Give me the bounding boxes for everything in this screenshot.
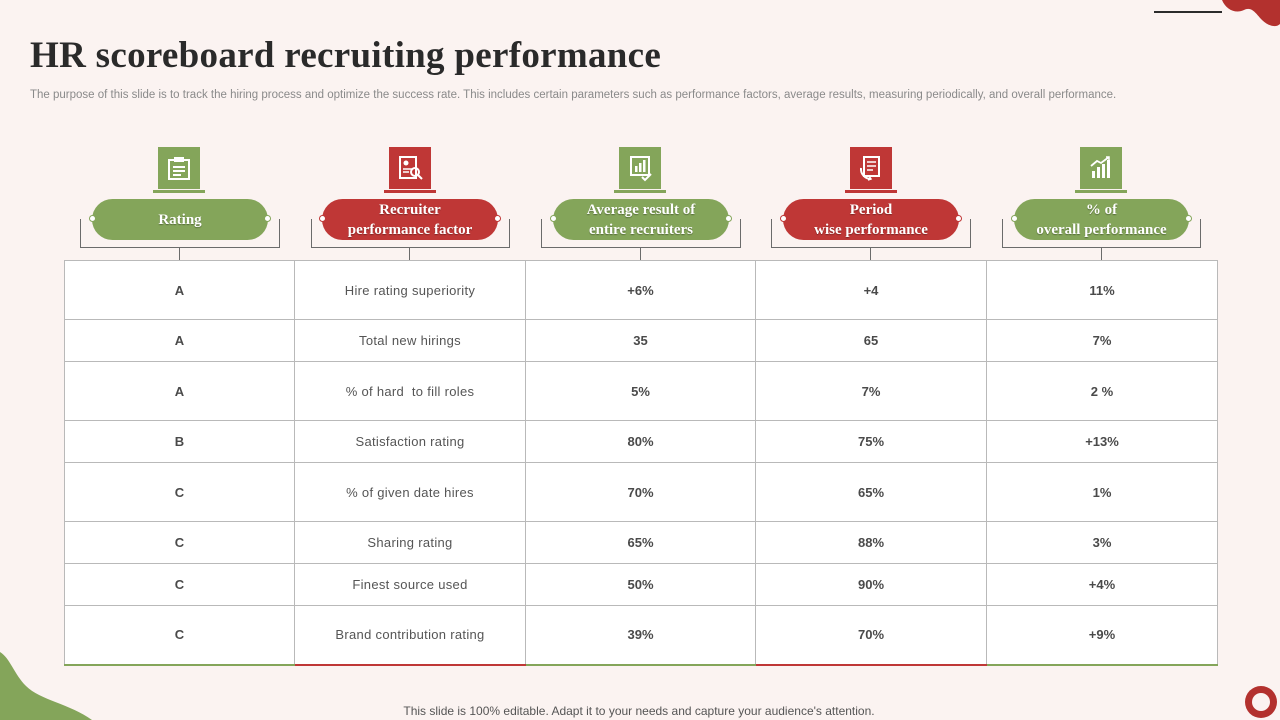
table-row: A Total new hirings 35 65 7% <box>64 319 1218 362</box>
connector-dot <box>89 215 96 222</box>
period-performance-cell: 75% <box>755 420 987 463</box>
corner-blob-top-right <box>1222 0 1280 27</box>
period-performance-cell: 65 <box>755 319 987 362</box>
average-result-cell: 39% <box>525 605 756 666</box>
period-performance-cell: 65% <box>755 462 987 522</box>
period-performance-cell: 7% <box>755 361 987 421</box>
overall-performance-cell: 3% <box>986 521 1218 564</box>
average-result-cell: 50% <box>525 563 756 606</box>
connector-dot <box>319 215 326 222</box>
header-average-result: Average result of entire recruiters <box>550 199 732 240</box>
header-connector <box>640 248 641 260</box>
overall-performance-cell: 7% <box>986 319 1218 362</box>
connector-dot <box>494 215 501 222</box>
header-rating: Rating <box>89 199 271 240</box>
rating-cell: B <box>64 420 295 463</box>
factor-cell: Finest source used <box>294 563 526 606</box>
header-overall-performance: % of overall performance <box>1011 199 1192 240</box>
header-connector <box>1101 248 1102 260</box>
rating-cell: C <box>64 521 295 564</box>
rating-cell: C <box>64 563 295 606</box>
factor-cell: Sharing rating <box>294 521 526 564</box>
table-row: A % of hard to fill roles 5% 7% 2 % <box>64 361 1218 421</box>
icon-underline <box>384 190 436 193</box>
factor-cell: Brand contribution rating <box>294 605 526 666</box>
footer-note: This slide is 100% editable. Adapt it to… <box>403 704 875 718</box>
average-result-cell: 5% <box>525 361 756 421</box>
table-row: C Finest source used 50% 90% +4% <box>64 563 1218 606</box>
connector-dot <box>550 215 557 222</box>
overall-performance-cell: +4% <box>986 563 1218 606</box>
header-label: Rating <box>158 211 202 228</box>
factor-cell: Total new hirings <box>294 319 526 362</box>
factor-cell: Satisfaction rating <box>294 420 526 463</box>
presentation-chart-icon <box>619 147 661 189</box>
page-subtitle: The purpose of this slide is to track th… <box>30 89 1117 101</box>
icon-underline <box>845 190 897 193</box>
header-label: % of overall performance <box>1036 201 1167 238</box>
connector-dot <box>725 215 732 222</box>
factor-cell: % of given date hires <box>294 462 526 522</box>
connector-dot <box>1011 215 1018 222</box>
header-bracket <box>311 219 510 248</box>
rating-cell: C <box>64 462 295 522</box>
scoreboard-table: A Hire rating superiority +6% +4 11% A T… <box>64 260 1218 666</box>
average-result-cell: 65% <box>525 521 756 564</box>
table-row: B Satisfaction rating 80% 75% +13% <box>64 420 1218 463</box>
page-title: HR scoreboard recruiting performance <box>30 35 662 76</box>
header-connector <box>179 248 180 260</box>
ring-icon <box>1245 686 1277 718</box>
average-result-cell: 70% <box>525 462 756 522</box>
table-row: C Sharing rating 65% 88% 3% <box>64 521 1218 564</box>
icon-underline <box>614 190 666 193</box>
factor-cell: % of hard to fill roles <box>294 361 526 421</box>
document-refresh-icon <box>850 147 892 189</box>
header-label: Recruiter performance factor <box>347 201 473 238</box>
header-label: Average result of entire recruiters <box>586 201 696 238</box>
table-row: A Hire rating superiority +6% +4 11% <box>64 260 1218 320</box>
header-label: Period wise performance <box>814 201 928 238</box>
period-performance-cell: 90% <box>755 563 987 606</box>
header-connector <box>870 248 871 260</box>
table-row: C % of given date hires 70% 65% 1% <box>64 462 1218 522</box>
header-period-wise-performance: Period wise performance <box>780 199 962 240</box>
overall-performance-cell: 11% <box>986 260 1218 320</box>
header-recruiter-performance-factor: Recruiter performance factor <box>319 199 501 240</box>
header-bracket <box>541 219 741 248</box>
average-result-cell: +6% <box>525 260 756 320</box>
header-connector <box>409 248 410 260</box>
corner-blob-bottom-left <box>0 652 92 720</box>
overall-performance-cell: +9% <box>986 605 1218 666</box>
overall-performance-cell: 2 % <box>986 361 1218 421</box>
header-bracket <box>80 219 280 248</box>
period-performance-cell: 70% <box>755 605 987 666</box>
period-performance-cell: 88% <box>755 521 987 564</box>
icon-underline <box>1075 190 1127 193</box>
table-row: C Brand contribution rating 39% 70% +9% <box>64 605 1218 666</box>
overall-performance-cell: 1% <box>986 462 1218 522</box>
rating-cell: C <box>64 605 295 666</box>
rating-cell: A <box>64 319 295 362</box>
rating-cell: A <box>64 260 295 320</box>
clipboard-icon <box>158 147 200 189</box>
period-performance-cell: +4 <box>755 260 987 320</box>
header-bracket <box>1002 219 1201 248</box>
resume-search-icon <box>389 147 431 189</box>
overall-performance-cell: +13% <box>986 420 1218 463</box>
growth-chart-icon <box>1080 147 1122 189</box>
rating-cell: A <box>64 361 295 421</box>
icon-underline <box>153 190 205 193</box>
top-accent-line <box>1154 11 1222 13</box>
average-result-cell: 35 <box>525 319 756 362</box>
connector-dot <box>264 215 271 222</box>
header-bracket <box>771 219 971 248</box>
factor-cell: Hire rating superiority <box>294 260 526 320</box>
connector-dot <box>780 215 787 222</box>
connector-dot <box>1185 215 1192 222</box>
connector-dot <box>955 215 962 222</box>
average-result-cell: 80% <box>525 420 756 463</box>
